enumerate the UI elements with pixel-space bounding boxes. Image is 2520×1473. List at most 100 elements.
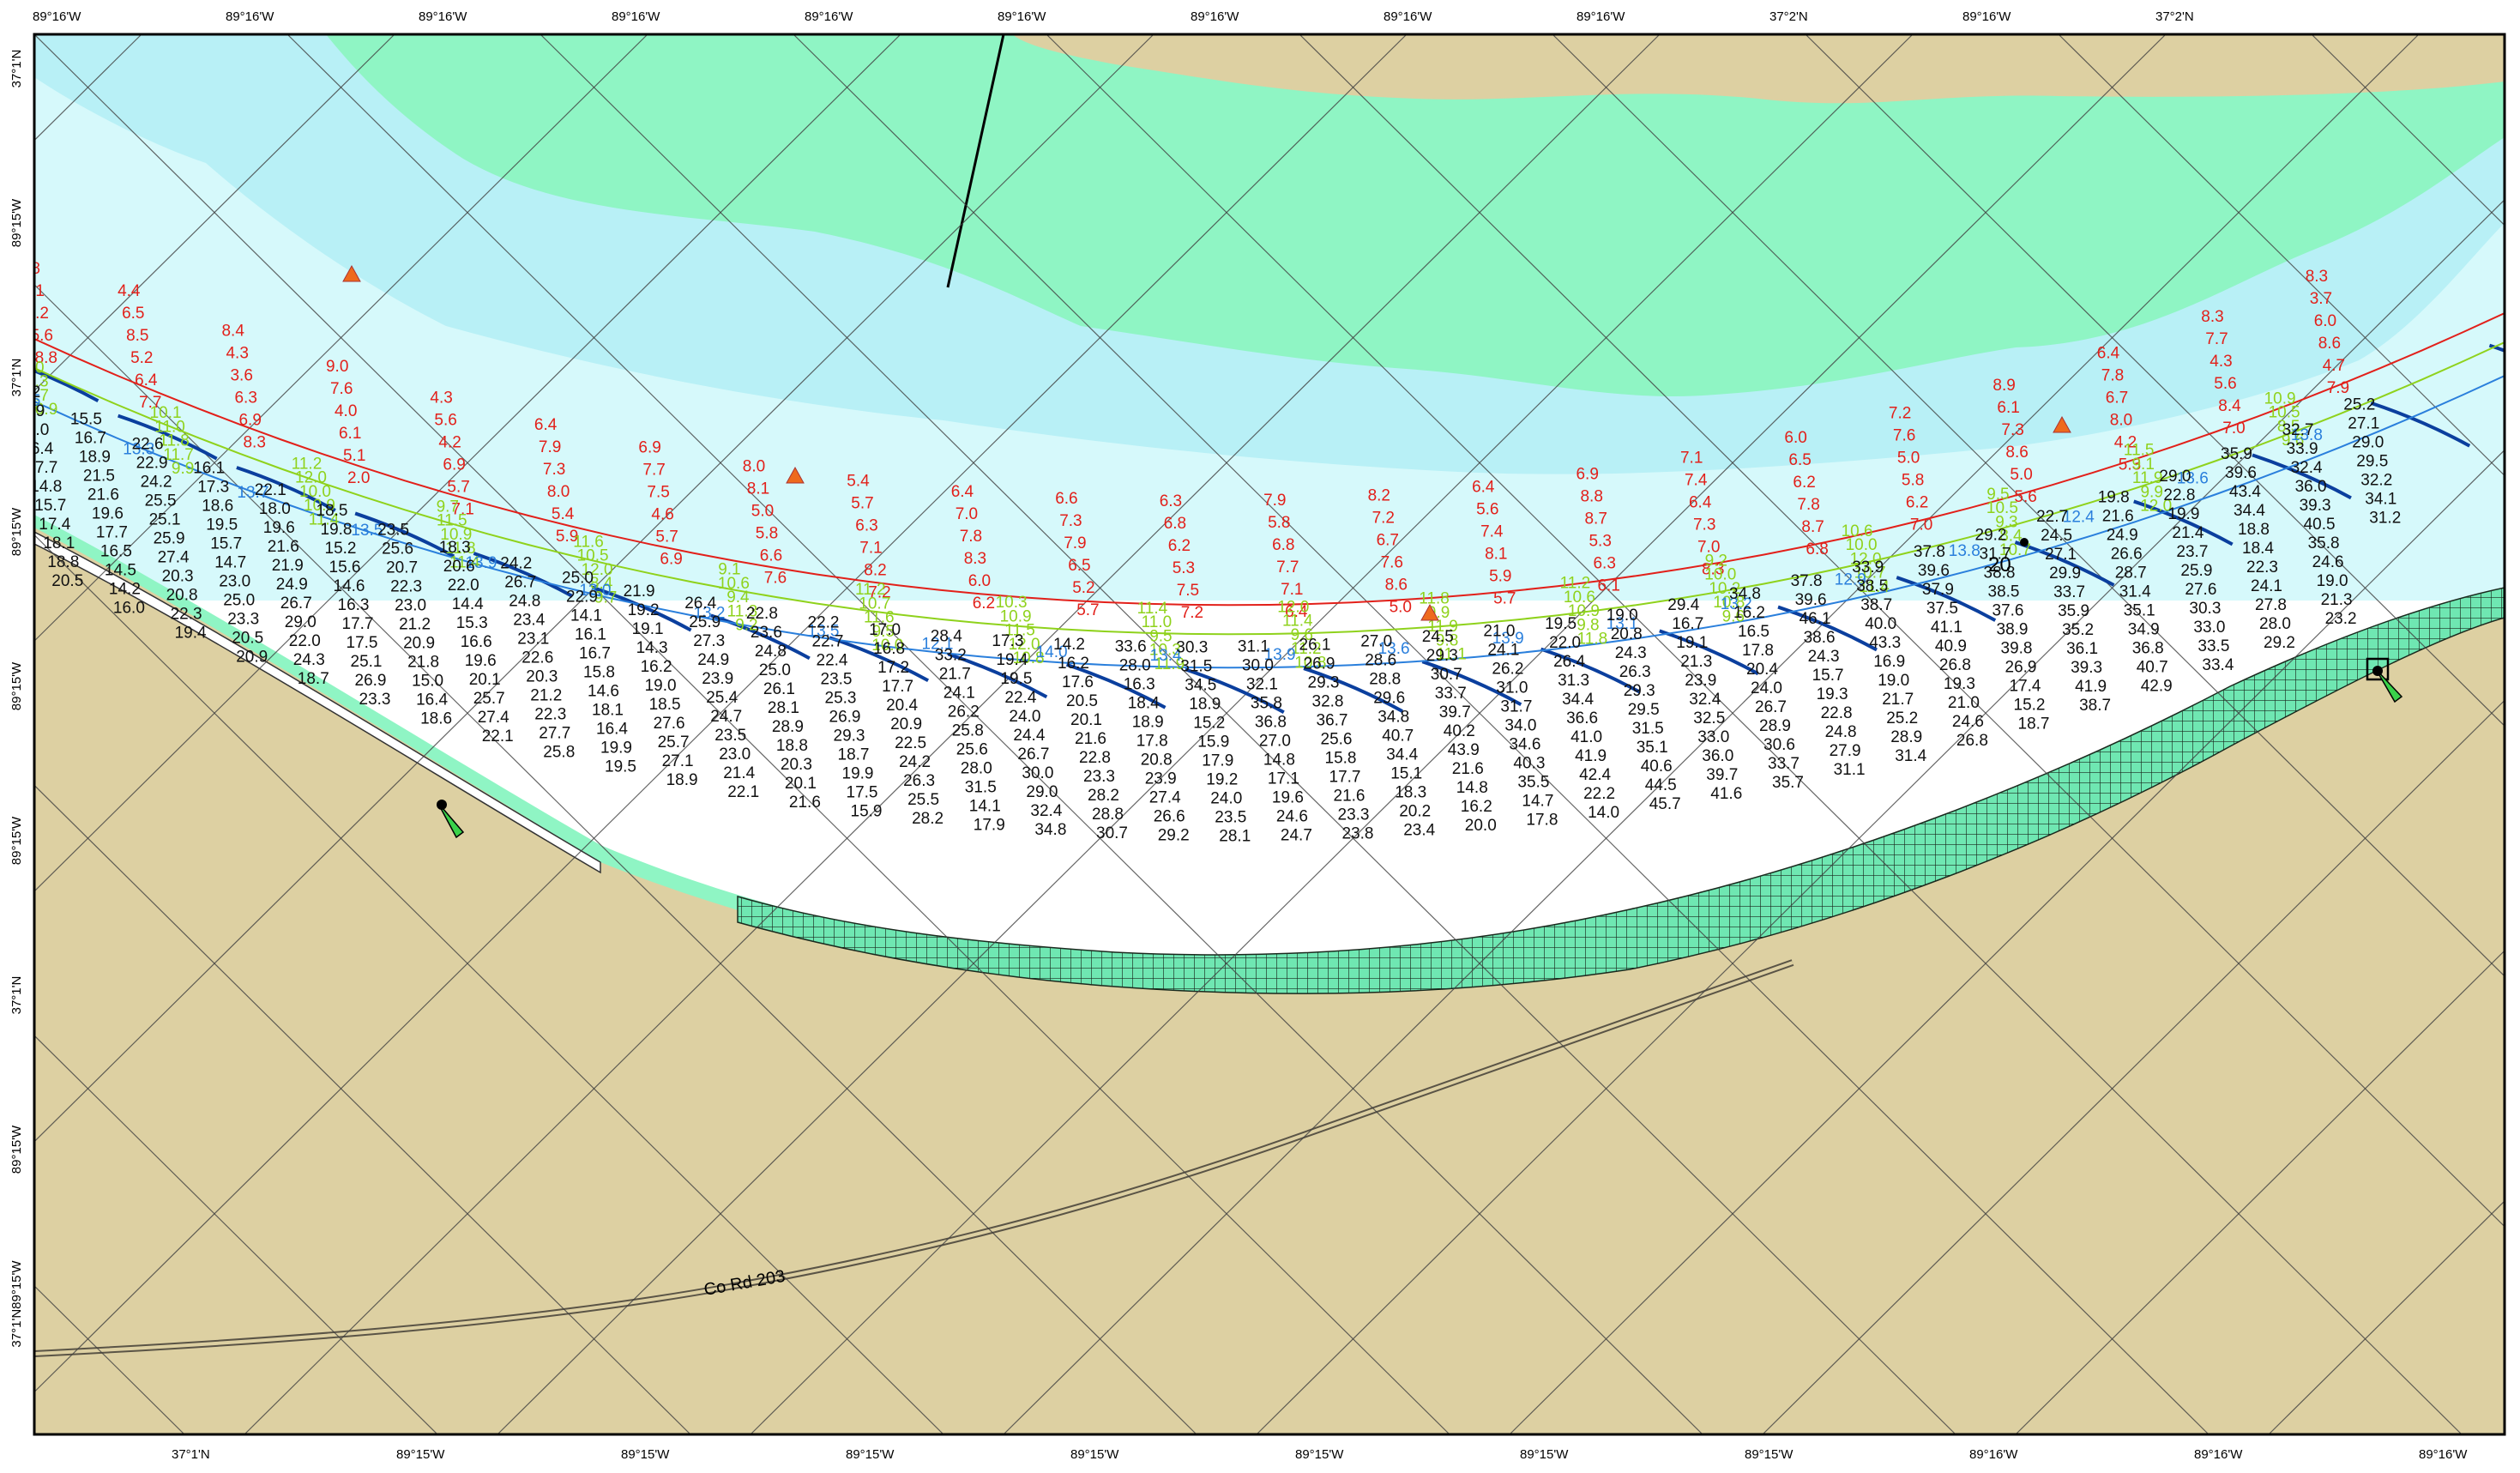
- sounding-value: 33.9: [1852, 558, 1884, 577]
- sounding-value: 23.3: [1338, 806, 1370, 824]
- sounding-value: 11.8: [1419, 590, 1450, 608]
- sounding-value: 9.1: [718, 561, 740, 579]
- sounding-value: 11.9: [1154, 655, 1185, 673]
- sounding-value: 18.8: [2238, 521, 2270, 539]
- sounding-value: 33.4: [2202, 656, 2234, 674]
- sounding-value: 22.4: [1004, 689, 1036, 707]
- sounding-value: 7.3: [543, 461, 565, 479]
- sounding-value: 16.4: [596, 721, 628, 739]
- sounding-value: 23.3: [227, 610, 259, 628]
- sounding-value: 26.2: [1492, 660, 1523, 678]
- sounding-value: 9.5: [872, 623, 895, 641]
- sounding-value: 26.1: [763, 680, 795, 698]
- sounding-value: 22.3: [534, 706, 566, 724]
- sounding-value: 9.5: [1149, 627, 1172, 645]
- left-graticule-label: 37°1'N: [9, 976, 24, 1015]
- sounding-value: 7.7: [139, 394, 161, 412]
- sounding-value: 10.9: [1568, 602, 1600, 620]
- sounding-value: 19.0: [645, 677, 677, 695]
- sounding-value: 12.0: [295, 469, 327, 487]
- sounding-value: 8.6: [2318, 335, 2341, 353]
- sounding-value: 26.8: [1939, 656, 1971, 674]
- sounding-value: 5.4: [552, 505, 575, 523]
- sounding-value: 13.5: [9, 392, 40, 410]
- sounding-value: 31.0: [1496, 679, 1528, 697]
- sounding-value: 31.1: [1834, 761, 1866, 779]
- sounding-value: 24.0: [1009, 708, 1040, 726]
- sounding-value: 24.2: [500, 555, 532, 573]
- sounding-value: 24.1: [2251, 577, 2282, 595]
- sounding-value: 15.7: [210, 534, 242, 552]
- sounding-value: 7.6: [764, 569, 787, 587]
- sounding-value: 21.6: [268, 538, 299, 556]
- sounding-value: 38.7: [2079, 697, 2111, 715]
- sounding-value: 11.4: [1282, 613, 1313, 631]
- transect-line: [1659, 629, 1759, 676]
- sounding-value: 24.6: [1952, 713, 1984, 731]
- sounding-value: 5.8: [1902, 472, 1924, 490]
- sounding-value: 10.3: [996, 594, 1028, 612]
- sounding-value: 10.1: [150, 404, 182, 422]
- left-graticule-label: 89°15'W: [9, 816, 24, 865]
- sounding-value: 22.3: [2246, 558, 2278, 577]
- sounding-value: 37.8: [1914, 543, 1945, 561]
- grid-line-sw: [34, 34, 901, 892]
- sounding-value: 26.4: [1553, 653, 1585, 671]
- sounding-value: 20.4: [886, 697, 918, 715]
- sounding-value: 8.3: [243, 434, 265, 452]
- sounding-value: 16.1: [575, 626, 606, 644]
- marker-left[interactable]: [437, 800, 465, 839]
- sounding-value: 6.2: [1168, 537, 1191, 555]
- sounding-value: 29.3: [1308, 673, 1340, 691]
- sounding-value: 21.0: [1483, 622, 1515, 640]
- sounding-value: 39.6: [2225, 464, 2257, 482]
- sounding-value: 14.5: [105, 561, 136, 579]
- sounding-value: 26.9: [355, 672, 387, 690]
- sounding-value: 4.4: [118, 282, 141, 300]
- sounding-value: 21.6: [789, 794, 821, 812]
- sounding-value: 10.9: [304, 497, 335, 515]
- sounding-value: 11.6: [573, 534, 604, 552]
- sounding-value: 27.1: [2348, 415, 2379, 433]
- marker-right[interactable]: [2366, 657, 2403, 703]
- sounding-value: 9.8: [1436, 631, 1458, 649]
- sounding-value: 6.9: [638, 439, 660, 457]
- sounding-value: 17.1: [1268, 770, 1299, 788]
- sounding-value: 40.9: [1935, 637, 1967, 655]
- sounding-value: 14.8: [1263, 752, 1295, 770]
- sounding-value: 8.0: [2110, 411, 2132, 429]
- sounding-value: 28.0: [2259, 615, 2291, 633]
- land-bottom: [34, 523, 2505, 1434]
- sounding-value: 29.5: [2356, 453, 2388, 471]
- sounding-value: 21.6: [1334, 787, 1366, 805]
- road[interactable]: [34, 961, 1794, 1355]
- point-label: 20: [1988, 553, 2011, 577]
- sounding-value: 10.9: [440, 526, 472, 544]
- sounding-value: 40.5: [2304, 516, 2336, 534]
- sounding-value: 6.8: [1806, 540, 1828, 558]
- sounding-value: 15.9: [851, 802, 883, 820]
- grid-line-se: [1299, 34, 2505, 1228]
- sounding-value: 30.6: [1763, 736, 1795, 754]
- sounding-value: 17.7: [26, 459, 57, 477]
- sounding-value: 35.1: [2124, 601, 2155, 619]
- sounding-value: 14.4: [452, 595, 484, 613]
- transect-line: [236, 466, 336, 512]
- sounding-value: 19.5: [1545, 615, 1577, 633]
- sounding-value: 23.0: [395, 596, 426, 614]
- sounding-value: 18.3: [1395, 784, 1426, 802]
- sounding-value: 6.2: [1793, 474, 1815, 492]
- transect-line: [2133, 499, 2234, 546]
- sounding-value: 11.3: [18, 373, 49, 391]
- sounding-value: 11.9: [1427, 618, 1458, 636]
- sounding-value: 31.7: [1980, 545, 2011, 563]
- sounding-value: 6.1: [1997, 399, 2019, 417]
- sounding-value: 27.0: [1360, 633, 1392, 651]
- sounding-value: 21.0: [1948, 694, 1980, 712]
- sounding-value: 19.5: [605, 758, 636, 776]
- sounding-value: 10.8: [1713, 594, 1745, 612]
- sounding-value: 7.2: [1372, 509, 1395, 527]
- sounding-value: 24.4: [1013, 727, 1045, 745]
